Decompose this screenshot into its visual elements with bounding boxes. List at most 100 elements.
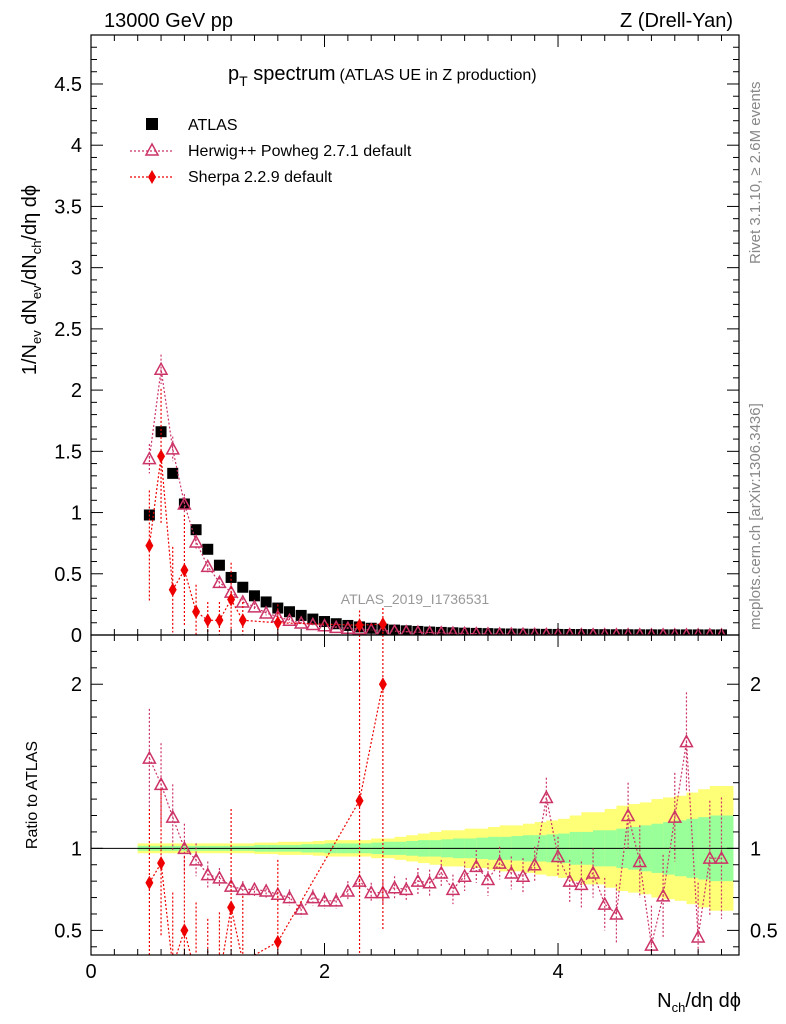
sherpa-ratio-line [148, 684, 384, 955]
herwig-ratio-point [375, 885, 391, 899]
herwig-ratio-point [352, 873, 367, 887]
herwig-point [188, 534, 204, 548]
header-left: 13000 GeV pp [104, 10, 233, 32]
herwig-point [352, 621, 367, 635]
atlas-point [424, 626, 436, 635]
herwig-ratio-point [142, 750, 157, 764]
header-right: Z (Drell-Yan) [620, 10, 733, 32]
herwig-ratio-point [667, 809, 683, 823]
atlas-point [330, 618, 342, 630]
herwig-ratio-point [328, 893, 344, 907]
herwig-point [165, 441, 180, 455]
herwig-ratio-line [148, 741, 722, 946]
herwig-point [388, 623, 401, 635]
herwig-ratio-point [282, 889, 297, 904]
plot-title-p: p [228, 63, 239, 85]
sherpa-ratio-point [157, 856, 166, 871]
sherpa-point [215, 613, 224, 628]
herwig-point [293, 615, 309, 629]
xtick-label: 2 [319, 961, 330, 983]
ratio-ytick-label: 0.5 [54, 920, 82, 942]
sherpa-ratio-point [145, 875, 154, 890]
herwig-point [247, 599, 262, 613]
atlas-point [283, 606, 295, 618]
legend-marker-herwig [144, 142, 160, 156]
main-ytick-label: 3.5 [54, 196, 82, 218]
herwig-point [177, 496, 192, 510]
herwig-point [588, 627, 598, 635]
herwig-point [459, 625, 470, 635]
atlas-point [365, 622, 377, 634]
ratio-ytick-label-right: 2 [750, 674, 761, 696]
sherpa-point [168, 582, 177, 597]
atlas-point [610, 629, 622, 635]
ratio-ytick-label-right: 0.5 [750, 920, 778, 942]
herwig-ratio-point [317, 893, 332, 907]
mcplots-label: mcplots.cern.ch [arXiv:1306.3436] [747, 403, 764, 630]
atlas-point [260, 596, 272, 608]
herwig-ratio-point [632, 853, 648, 868]
herwig-point [577, 627, 586, 635]
atlas-point [272, 602, 284, 614]
ratio-series-group [142, 635, 729, 955]
herwig-ratio-point [200, 867, 216, 881]
atlas-point [634, 629, 646, 635]
herwig-point [483, 626, 493, 635]
herwig-ratio-point [247, 881, 262, 896]
atlas-point [540, 628, 552, 635]
ratio-ylabel: Ratio to ATLAS [24, 741, 41, 849]
main-ytick-label: 2 [71, 380, 82, 402]
herwig-point [200, 558, 216, 573]
herwig-ratio-point [527, 857, 542, 871]
herwig-ratio-point [165, 809, 180, 823]
xtick-label: 4 [552, 961, 563, 983]
herwig-ratio-point [702, 850, 718, 864]
sherpa-ratio-point [227, 900, 236, 915]
xlabel: Nch/dη dϕ [657, 990, 741, 1015]
atlas-point [295, 609, 307, 621]
herwig-point [553, 626, 563, 635]
herwig-point [506, 626, 516, 635]
herwig-point [518, 626, 528, 635]
atlas-point [213, 559, 225, 571]
sherpa-point [145, 538, 154, 553]
herwig-ratio-point [539, 789, 554, 804]
herwig-ratio-point [492, 855, 507, 869]
legend-marker-sherpa [148, 170, 156, 184]
atlas-point [155, 426, 167, 438]
herwig-ratio-point [597, 896, 612, 910]
sherpa-point [238, 613, 247, 628]
main-ylabel-sub3: ch [29, 241, 44, 255]
xlabel-part2: /dη dϕ [685, 990, 741, 1012]
herwig-ratio-point [679, 734, 694, 748]
plot-title-extra: (ATLAS UE in Z production) [340, 67, 537, 84]
herwig-ratio-point [422, 875, 437, 889]
atlas-point [704, 629, 716, 635]
sherpa-point [355, 618, 364, 633]
sherpa-point [180, 563, 189, 578]
sherpa-point [378, 616, 387, 631]
atlas-point [202, 543, 214, 555]
main-ytick-label: 2.5 [54, 319, 82, 341]
legend-label-herwig: Herwig++ Powheg 2.7.1 default [188, 143, 412, 160]
main-ylabel-part3: /dN [19, 254, 41, 285]
herwig-ratio-point [258, 883, 274, 897]
herwig-ratio-point [609, 906, 624, 920]
atlas-point [400, 625, 412, 635]
atlas-point [587, 629, 599, 635]
analysis-watermark: ATLAS_2019_I1736531 [341, 591, 490, 607]
legend-label-sherpa: Sherpa 2.2.9 default [188, 169, 333, 186]
atlas-point [494, 628, 506, 635]
sherpa-ratio-point [378, 677, 387, 692]
ratio-panel: 0 2 4 0.5 0.5 1 1 2 2 [54, 634, 778, 983]
herwig-ratio-point [398, 881, 414, 896]
legend-marker-atlas [146, 118, 158, 130]
herwig-ratio-point [293, 901, 309, 915]
ratio-panel-frame [90, 634, 740, 956]
herwig-ratio-point [363, 885, 379, 899]
atlas-point [225, 571, 237, 583]
herwig-ratio-point [620, 807, 636, 822]
main-ylabel-sub2: ev [29, 285, 44, 299]
herwig-ratio-point [387, 880, 402, 894]
atlas-point [319, 616, 331, 628]
